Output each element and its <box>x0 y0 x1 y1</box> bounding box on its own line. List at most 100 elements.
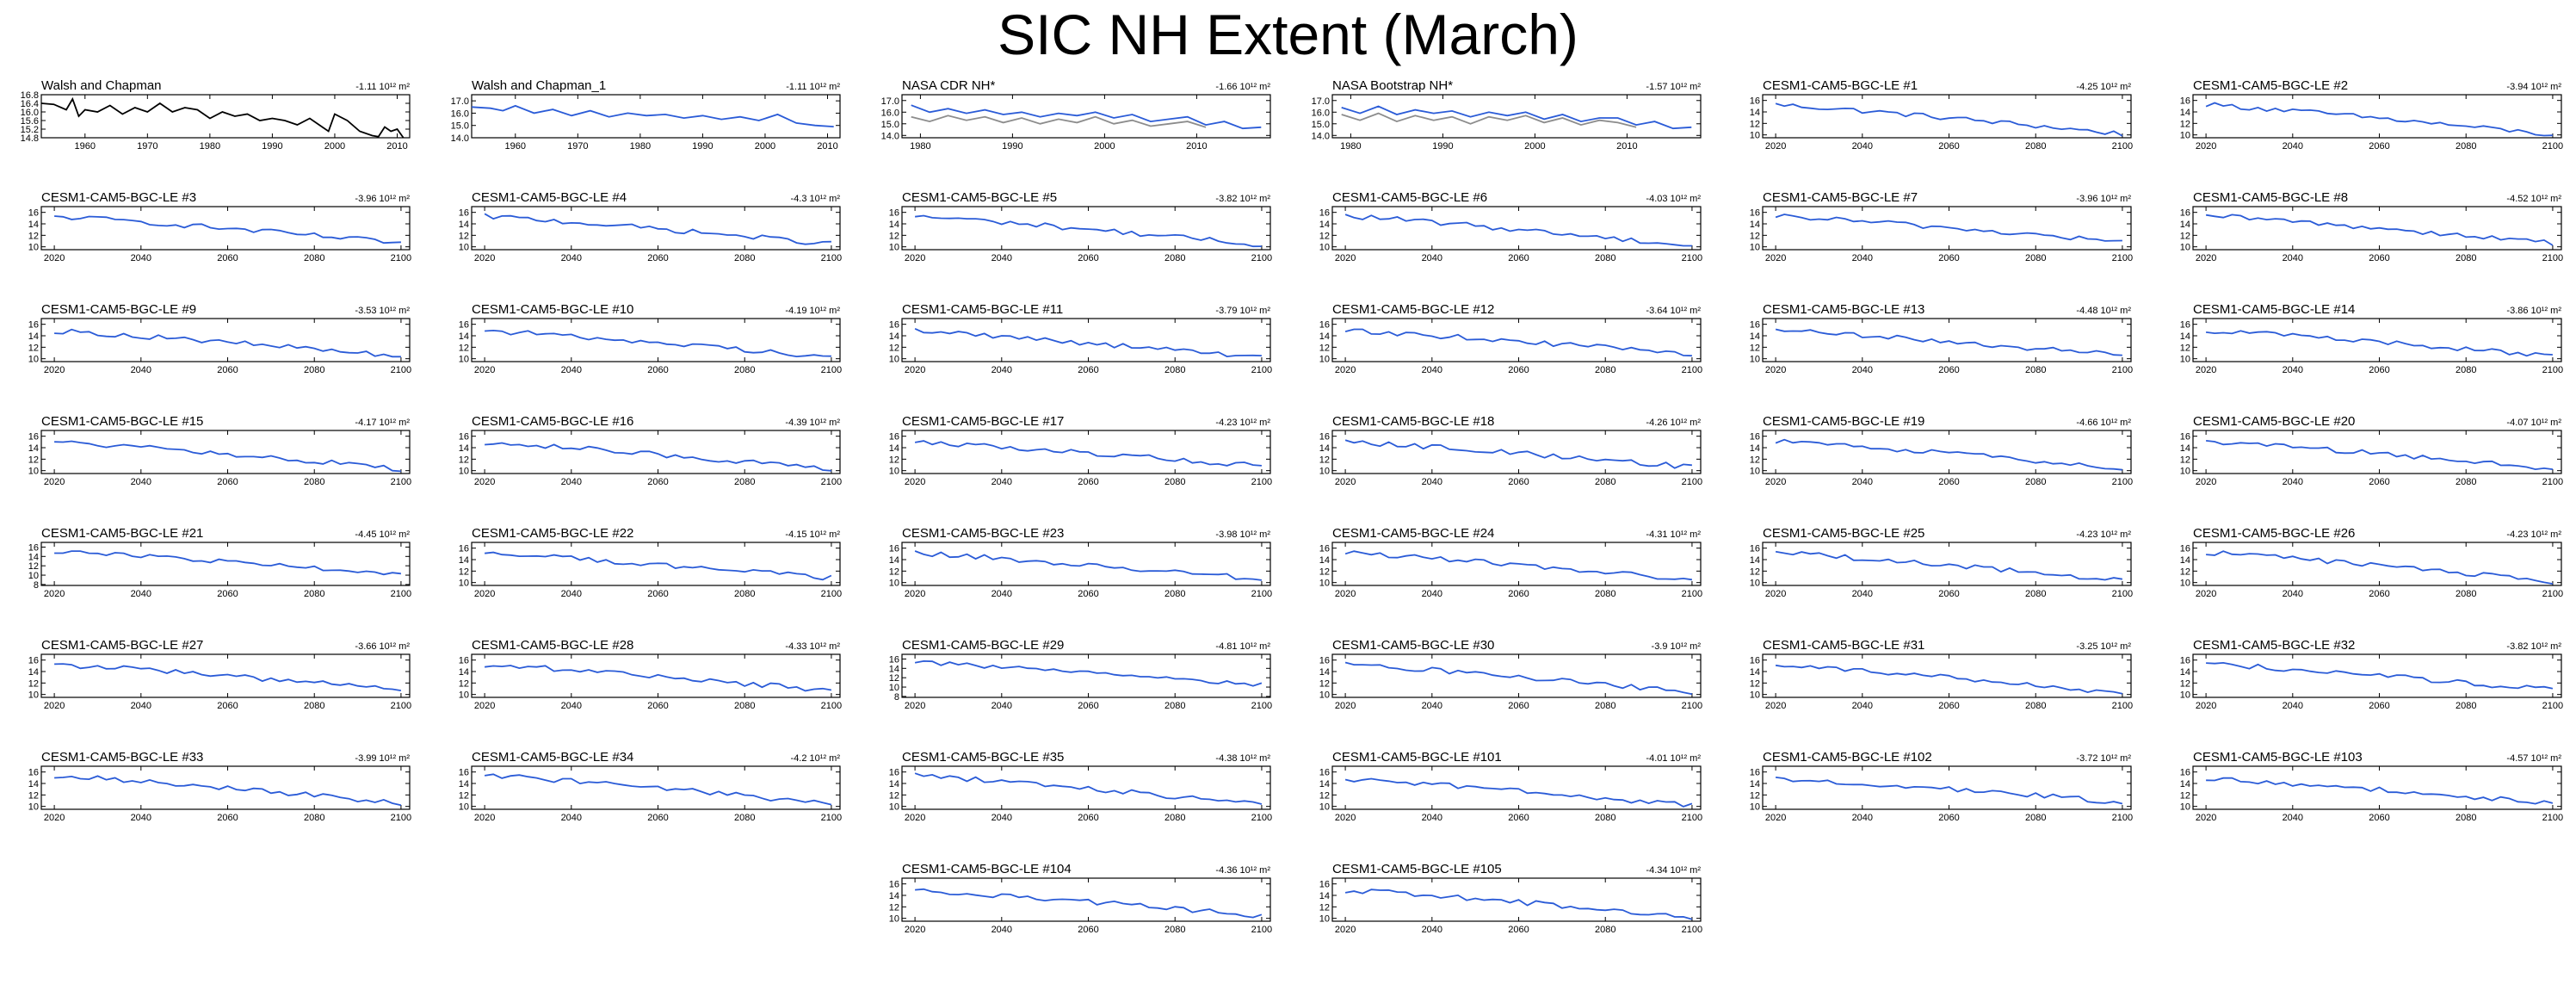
y-tick-label: 10 <box>1750 355 1760 365</box>
y-tick-label: 12 <box>889 902 899 913</box>
x-tick-label: 2040 <box>561 589 582 599</box>
y-tick-label: 10 <box>459 690 469 701</box>
y-tick-label: 10 <box>1319 467 1330 477</box>
x-tick-label: 2000 <box>1524 141 1545 152</box>
y-tick-label: 10 <box>1319 914 1330 925</box>
x-tick-label: 2100 <box>2542 589 2563 599</box>
y-tick-label: 14 <box>1319 667 1330 678</box>
x-tick-label: 2080 <box>304 589 324 599</box>
series-line <box>484 213 831 245</box>
series-line <box>1775 664 2123 695</box>
y-tick-label: 14 <box>28 779 39 789</box>
y-tick-label: 10 <box>2180 355 2190 365</box>
panel-trend: -4.23 10¹² m² <box>2076 529 2131 540</box>
series-line <box>1775 328 2122 356</box>
series-line <box>2205 102 2553 137</box>
panel-trend: -4.17 10¹² m² <box>355 418 410 428</box>
panel-18: CESM1-CAM5-BGC-LE #15 -4.17 10¹² m² 2020 20… <box>28 414 411 487</box>
x-tick-label: 2040 <box>991 589 1012 599</box>
series-line <box>2205 330 2553 357</box>
panel-frame <box>1331 765 1702 810</box>
panel-trend: -3.82 10¹² m² <box>2506 641 2561 652</box>
x-tick-label: 2100 <box>391 477 411 487</box>
y-tick-label: 8 <box>34 580 39 591</box>
y-tick-label: 14 <box>1750 331 1760 342</box>
x-tick-label: 2060 <box>1938 477 1959 487</box>
x-tick-label: 2060 <box>217 589 238 599</box>
panel-trend: -3.94 10¹² m² <box>2506 82 2561 92</box>
x-tick-label: 2020 <box>44 477 65 487</box>
panel-frame <box>2192 318 2562 362</box>
panel-frame <box>2192 542 2562 586</box>
series-line <box>1341 112 1637 128</box>
x-tick-label: 2060 <box>1078 925 1098 935</box>
x-tick-label: 2080 <box>2025 477 2046 487</box>
y-tick-label: 16.0 <box>21 108 39 118</box>
x-tick-label: 2080 <box>304 701 324 711</box>
x-tick-label: 2040 <box>1852 701 1873 711</box>
panel-title: CESM1-CAM5-BGC-LE #11 <box>902 302 1063 317</box>
y-tick-label: 16.0 <box>1312 108 1330 118</box>
x-tick-label: 2100 <box>1251 701 1272 711</box>
x-tick-label: 2100 <box>821 701 842 711</box>
x-tick-label: 2020 <box>1765 141 1786 152</box>
panel-26: CESM1-CAM5-BGC-LE #23 -3.98 10¹² m² 2020 20… <box>889 526 1272 599</box>
y-tick-label: 16 <box>889 208 899 219</box>
series-line <box>485 442 831 472</box>
x-tick-label: 2040 <box>1422 813 1442 823</box>
y-tick-label: 16 <box>1319 880 1330 890</box>
panel-trend: -3.64 10¹² m² <box>1646 306 1701 316</box>
series-line <box>484 773 832 806</box>
y-tick-label: 16 <box>28 432 39 443</box>
y-tick-label: 12 <box>1750 231 1760 241</box>
x-tick-label: 2020 <box>2196 365 2216 375</box>
x-tick-label: 2020 <box>2196 141 2216 152</box>
x-tick-label: 2100 <box>1682 365 1702 375</box>
panel-frame <box>40 318 411 362</box>
x-tick-label: 2010 <box>1186 141 1207 152</box>
y-tick-label: 12 <box>1750 119 1760 129</box>
x-tick-label: 2080 <box>1164 813 1185 823</box>
x-tick-label: 2040 <box>1852 813 1873 823</box>
y-tick-label: 10 <box>459 802 469 813</box>
x-tick-label: 2040 <box>991 253 1012 263</box>
panel-3: NASA Bootstrap NH* -1.57 10¹² m² 1980 1990 2… <box>1312 78 1702 152</box>
series-line <box>914 659 1263 687</box>
series-line <box>914 772 1263 805</box>
y-tick-label: 16 <box>889 320 899 331</box>
panel-trend: -4.23 10¹² m² <box>2506 529 2561 540</box>
panel-frame <box>1331 206 1702 251</box>
x-tick-label: 2100 <box>2112 141 2133 152</box>
y-tick-label: 12 <box>1319 678 1330 689</box>
y-tick-label: 16 <box>889 654 899 665</box>
panel-title: CESM1-CAM5-BGC-LE #17 <box>902 414 1064 429</box>
panel-frame <box>471 206 841 251</box>
y-tick-label: 16 <box>2180 768 2190 778</box>
panel-title: NASA CDR NH* <box>902 78 996 93</box>
y-tick-label: 14 <box>889 664 899 674</box>
x-tick-label: 2020 <box>474 365 495 375</box>
panel-frame <box>1762 430 2132 474</box>
y-tick-label: 16.0 <box>881 108 899 118</box>
x-tick-label: 2080 <box>1164 701 1185 711</box>
panel-frame <box>901 94 1271 139</box>
x-tick-label: 2040 <box>131 365 151 375</box>
series-line <box>911 104 1262 130</box>
panel-trend: -3.9 10¹² m² <box>1652 641 1702 652</box>
panel-frame <box>901 430 1271 474</box>
panel-trend: -4.03 10¹² m² <box>1646 194 1701 204</box>
y-tick-label: 14 <box>2180 555 2190 566</box>
x-tick-label: 2020 <box>2196 477 2216 487</box>
x-tick-label: 2080 <box>734 589 755 599</box>
x-tick-label: 2020 <box>905 365 925 375</box>
x-tick-label: 2060 <box>1078 589 1098 599</box>
series-line <box>1775 550 2123 581</box>
series-line <box>911 115 1207 128</box>
panel-7: CESM1-CAM5-BGC-LE #4 -4.3 10¹² m² 2020 2040… <box>459 190 842 263</box>
y-tick-label: 16 <box>2180 432 2190 443</box>
panel-frame <box>1331 542 1702 586</box>
series-line <box>1775 438 2122 471</box>
y-tick-label: 10 <box>28 690 39 701</box>
panel-frame <box>1762 206 2132 251</box>
